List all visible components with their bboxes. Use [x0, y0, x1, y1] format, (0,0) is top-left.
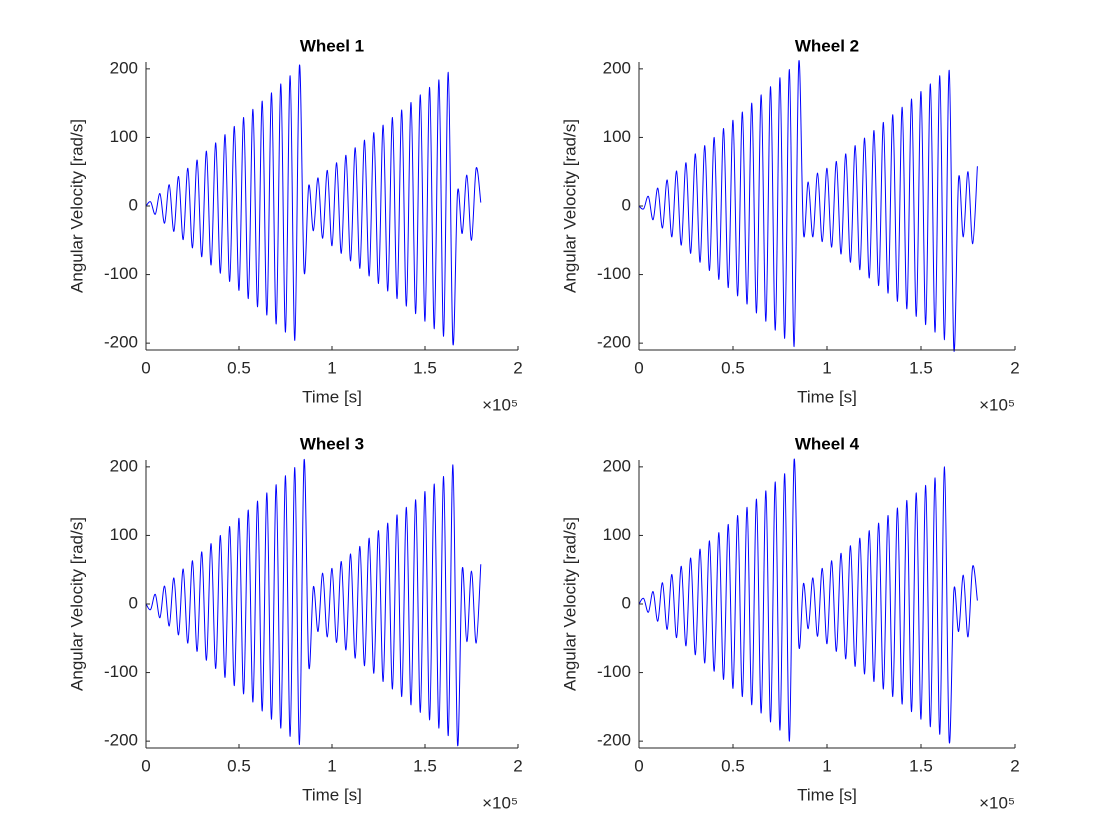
subplot-title: Wheel 3: [300, 434, 364, 453]
x-axis-label: Time [s]: [797, 785, 857, 804]
y-tick-label: -100: [597, 264, 631, 283]
x-multiplier: ×10⁵: [482, 793, 518, 812]
data-line: [638, 60, 978, 352]
subplot-title: Wheel 4: [795, 434, 860, 453]
x-tick-label: 0.5: [227, 756, 251, 775]
data-line: [638, 458, 978, 744]
x-tick-label: 1.5: [413, 756, 437, 775]
y-tick-label: -100: [104, 264, 138, 283]
x-tick-label: 2: [513, 756, 522, 775]
x-tick-label: 0.5: [721, 358, 745, 377]
x-tick-label: 0: [141, 358, 150, 377]
x-tick-label: 1.5: [413, 358, 437, 377]
subplot: Wheel 4 Time [s] ×10⁵ Angular Velocity [rad…: [560, 434, 1019, 812]
y-tick-label: -100: [597, 662, 631, 681]
x-tick-label: 2: [513, 358, 522, 377]
y-tick-label: -200: [597, 333, 631, 352]
y-tick-label: 200: [110, 456, 138, 475]
x-tick-label: 0: [141, 756, 150, 775]
y-axis-label: Angular Velocity [rad/s]: [560, 517, 579, 691]
y-tick-label: 0: [622, 593, 631, 612]
x-tick-label: 1: [822, 358, 831, 377]
y-tick-label: 0: [129, 195, 138, 214]
y-tick-label: 200: [603, 58, 631, 77]
y-axis-label: Angular Velocity [rad/s]: [67, 517, 86, 691]
y-axis-label: Angular Velocity [rad/s]: [560, 119, 579, 293]
subplot: Wheel 2 Time [s] ×10⁵ Angular Velocity [rad…: [560, 36, 1019, 414]
x-tick-label: 1.5: [909, 358, 933, 377]
y-tick-label: 200: [110, 58, 138, 77]
y-tick-label: 200: [603, 456, 631, 475]
x-tick-label: 0.5: [721, 756, 745, 775]
data-line: [145, 459, 482, 747]
y-tick-label: 0: [129, 593, 138, 612]
x-axis-label: Time [s]: [302, 387, 362, 406]
x-tick-label: 1: [327, 358, 336, 377]
subplot-title: Wheel 1: [300, 36, 364, 55]
x-tick-label: 1: [822, 756, 831, 775]
x-axis-label: Time [s]: [797, 387, 857, 406]
y-tick-label: 100: [603, 525, 631, 544]
x-tick-label: 1.5: [909, 756, 933, 775]
y-tick-label: 100: [603, 127, 631, 146]
x-axis-label: Time [s]: [302, 785, 362, 804]
y-tick-label: 100: [110, 127, 138, 146]
x-multiplier: ×10⁵: [979, 793, 1015, 812]
subplot: Wheel 1 Time [s] ×10⁵ Angular Velocity [rad…: [67, 36, 522, 414]
x-multiplier: ×10⁵: [482, 395, 518, 414]
x-multiplier: ×10⁵: [979, 395, 1015, 414]
y-tick-label: 100: [110, 525, 138, 544]
y-axis-label: Angular Velocity [rad/s]: [67, 119, 86, 293]
x-tick-label: 2: [1010, 358, 1019, 377]
data-line: [145, 64, 482, 346]
y-tick-label: 0: [622, 195, 631, 214]
x-tick-label: 0.5: [227, 358, 251, 377]
x-tick-label: 1: [327, 756, 336, 775]
subplot: Wheel 3 Time [s] ×10⁵ Angular Velocity [rad…: [67, 434, 522, 812]
x-tick-label: 0: [634, 358, 643, 377]
y-tick-label: -100: [104, 662, 138, 681]
x-tick-label: 0: [634, 756, 643, 775]
y-tick-label: -200: [597, 731, 631, 750]
subplot-title: Wheel 2: [795, 36, 859, 55]
y-tick-label: -200: [104, 731, 138, 750]
x-tick-label: 2: [1010, 756, 1019, 775]
y-tick-label: -200: [104, 333, 138, 352]
